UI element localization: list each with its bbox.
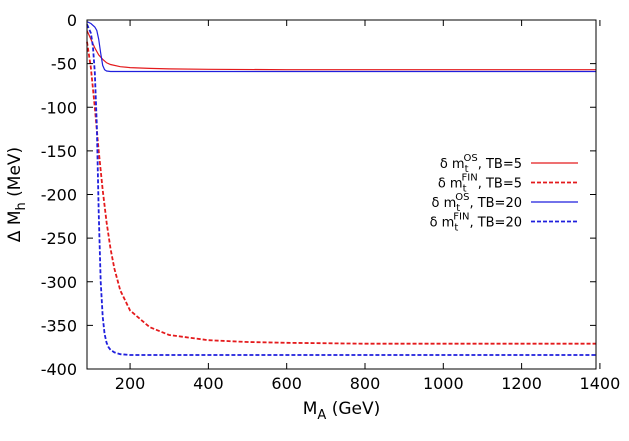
series-line bbox=[86, 21, 596, 73]
x-tick-label: 1000 bbox=[423, 374, 464, 393]
ticks-layer: 200 400 600 800 1000 1200 1400 0 -50 -100 -150 -200… bbox=[41, 11, 621, 393]
x-tick-label: 1200 bbox=[501, 374, 542, 393]
y-tick-label: -250 bbox=[41, 229, 77, 248]
legend-label: δ mtFIN, TB=20 bbox=[430, 212, 522, 234]
y-tick-label: -400 bbox=[41, 360, 77, 379]
y-tick-label: -300 bbox=[41, 273, 77, 292]
series-line bbox=[86, 24, 596, 356]
y-tick-label: -100 bbox=[41, 98, 77, 117]
x-tick-label: 800 bbox=[350, 374, 381, 393]
series-line bbox=[86, 30, 596, 71]
x-tick-label: 600 bbox=[271, 374, 302, 393]
y-tick-label: 0 bbox=[67, 11, 77, 30]
plot-frame bbox=[86, 19, 597, 370]
y-tick-label: -200 bbox=[41, 186, 77, 205]
y-tick-label: -350 bbox=[41, 316, 77, 335]
x-axis-label: MA (GeV) bbox=[303, 399, 381, 423]
x-tick-label: 1400 bbox=[580, 374, 621, 393]
x-tick-label: 400 bbox=[193, 374, 224, 393]
series-line bbox=[86, 41, 596, 345]
x-tick-label: 200 bbox=[115, 374, 146, 393]
y-tick-label: -50 bbox=[51, 55, 77, 74]
y-tick-label: -150 bbox=[41, 142, 77, 161]
y-axis-label: Δ Mh (MeV) bbox=[5, 147, 29, 242]
legend-label: δ mtOS, TB=5 bbox=[440, 153, 522, 175]
legend-label: δ mtOS, TB=20 bbox=[432, 192, 522, 214]
legend-label: δ mtFIN, TB=5 bbox=[438, 173, 522, 195]
legend: δ mtOS, TB=5δ mtFIN, TB=5δ mtOS, TB=20δ … bbox=[430, 153, 578, 234]
series-layer bbox=[86, 21, 596, 356]
